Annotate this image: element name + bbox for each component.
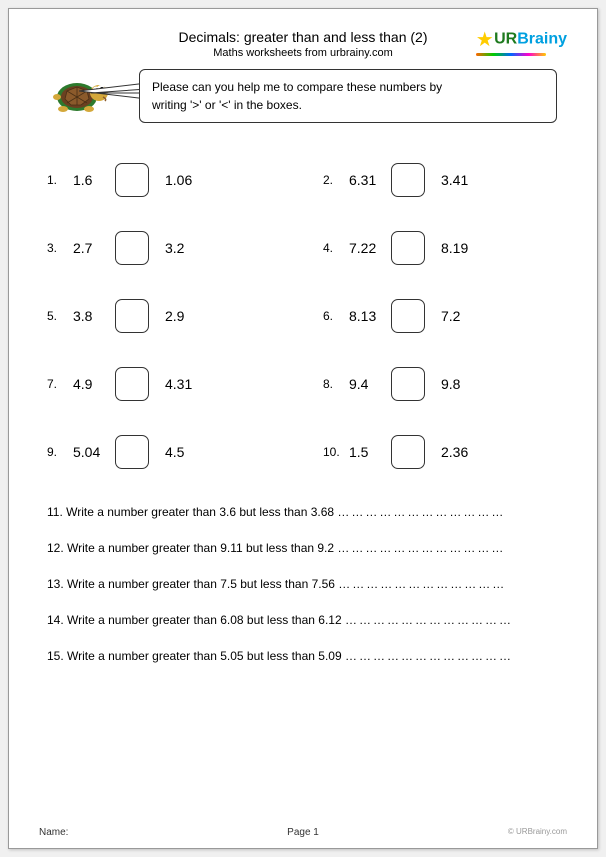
written-item: 13. Write a number greater than 7.5 but … [47,577,559,591]
speech-line-1: Please can you help me to compare these … [152,80,442,94]
written-item: 11. Write a number greater than 3.6 but … [47,505,559,519]
written-text: 11. Write a number greater than 3.6 but … [47,505,334,519]
page-number: Page 1 [287,827,319,838]
problem-value-left: 4.9 [67,376,109,392]
copyright: © URBrainy.com [508,827,567,838]
problem-item: 6. 8.13 7.2 [323,299,559,333]
problem-item: 1. 1.6 1.06 [47,163,283,197]
problem-value-right: 4.31 [155,376,197,392]
problem-value-right: 2.9 [155,308,197,324]
problem-value-left: 9.4 [343,376,385,392]
written-text: 12. Write a number greater than 9.11 but… [47,541,334,555]
problem-item: 4. 7.22 8.19 [323,231,559,265]
written-item: 15. Write a number greater than 5.05 but… [47,649,559,663]
problem-value-right: 4.5 [155,444,197,460]
answer-box[interactable] [115,435,149,469]
problem-item: 3. 2.7 3.2 [47,231,283,265]
answer-box[interactable] [391,299,425,333]
speech-line-2: writing '>' or '<' in the boxes. [152,98,302,112]
problem-value-left: 7.22 [343,240,385,256]
footer: Name: Page 1 © URBrainy.com [39,827,567,838]
answer-line[interactable]: ……………………………… [337,541,505,555]
answer-box[interactable] [115,299,149,333]
problem-number: 4. [323,241,343,255]
written-text: 14. Write a number greater than 6.08 but… [47,613,342,627]
problem-item: 7. 4.9 4.31 [47,367,283,401]
problem-number: 9. [47,445,67,459]
answer-box[interactable] [391,435,425,469]
problem-value-left: 2.7 [67,240,109,256]
problem-value-right: 8.19 [431,240,473,256]
problem-item: 9. 5.04 4.5 [47,435,283,469]
problem-number: 5. [47,309,67,323]
intro-row: Please can you help me to compare these … [39,69,567,123]
problem-item: 5. 3.8 2.9 [47,299,283,333]
problem-value-right: 1.06 [155,172,197,188]
problem-value-left: 1.5 [343,444,385,460]
answer-box[interactable] [115,163,149,197]
brand-logo: ★ URBrainy [476,27,567,56]
problem-item: 2. 6.31 3.41 [323,163,559,197]
worksheet-page: ★ URBrainy Decimals: greater than and le… [8,8,598,849]
problem-item: 10. 1.5 2.36 [323,435,559,469]
problem-value-right: 3.2 [155,240,197,256]
problem-value-left: 6.31 [343,172,385,188]
answer-line[interactable]: ……………………………… [338,577,506,591]
problem-value-left: 8.13 [343,308,385,324]
problem-number: 6. [323,309,343,323]
answer-box[interactable] [115,231,149,265]
answer-box[interactable] [115,367,149,401]
written-section: 11. Write a number greater than 3.6 but … [39,505,567,663]
answer-line[interactable]: ……………………………… [345,613,513,627]
problem-value-right: 7.2 [431,308,473,324]
answer-box[interactable] [391,367,425,401]
written-item: 12. Write a number greater than 9.11 but… [47,541,559,555]
logo-text-ur: UR [494,31,517,48]
speech-bubble: Please can you help me to compare these … [139,69,557,123]
problem-number: 7. [47,377,67,391]
problem-number: 3. [47,241,67,255]
logo-underline [476,53,546,56]
written-text: 13. Write a number greater than 7.5 but … [47,577,335,591]
problem-number: 1. [47,173,67,187]
answer-line[interactable]: ……………………………… [337,505,505,519]
problem-number: 2. [323,173,343,187]
problem-value-right: 3.41 [431,172,473,188]
problem-value-left: 3.8 [67,308,109,324]
star-icon: ★ [476,27,494,52]
written-text: 15. Write a number greater than 5.05 but… [47,649,342,663]
answer-box[interactable] [391,163,425,197]
name-label: Name: [39,827,68,838]
problem-value-right: 2.36 [431,444,473,460]
problem-value-right: 9.8 [431,376,473,392]
problems-grid: 1. 1.6 1.06 2. 6.31 3.41 3. 2.7 3.2 4. 7… [39,163,567,469]
problem-number: 8. [323,377,343,391]
problem-value-left: 5.04 [67,444,109,460]
answer-box[interactable] [391,231,425,265]
answer-line[interactable]: ……………………………… [345,649,513,663]
problem-item: 8. 9.4 9.8 [323,367,559,401]
problem-number: 10. [323,445,343,459]
logo-text-brainy: Brainy [517,31,567,48]
speech-container: Please can you help me to compare these … [139,69,557,123]
written-item: 14. Write a number greater than 6.08 but… [47,613,559,627]
problem-value-left: 1.6 [67,172,109,188]
